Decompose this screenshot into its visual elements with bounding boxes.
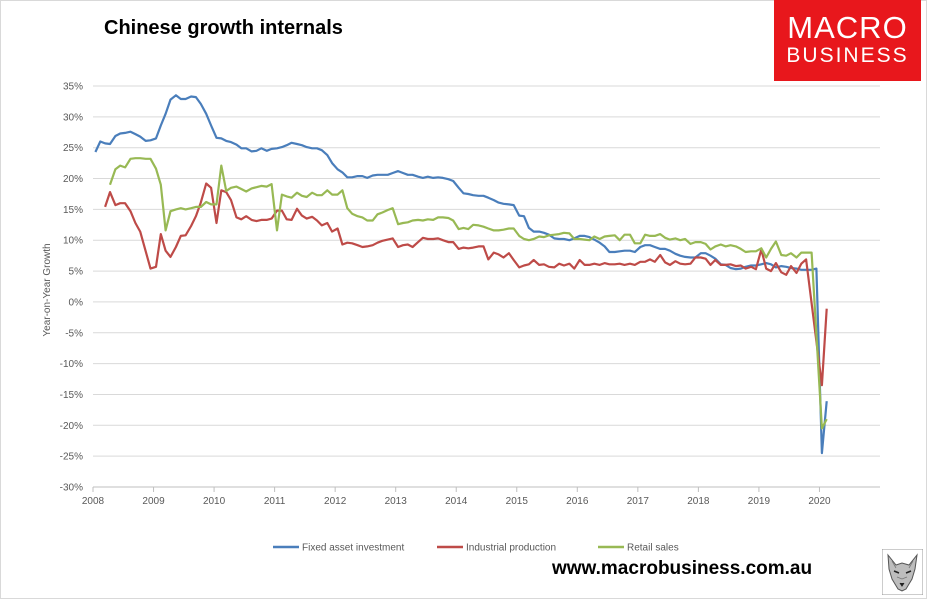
- x-tick-label: 2019: [748, 496, 771, 507]
- y-tick-label: -25%: [60, 452, 83, 463]
- y-tick-label: 25%: [63, 143, 83, 154]
- x-axis-ticks: 2008 2009 2010 2011 2012 2013 2014 2015 2016 2017…: [82, 486, 880, 507]
- legend-label: Industrial production: [466, 543, 556, 554]
- series-line-industrial-production: [104, 182, 828, 387]
- y-tick-label: 0%: [69, 297, 84, 308]
- y-tick-label: 20%: [63, 174, 83, 185]
- x-tick-label: 2012: [324, 496, 347, 507]
- series-line-retail-sales: [108, 157, 828, 430]
- x-tick-label: 2015: [506, 496, 529, 507]
- logo-line-macro: MACRO: [787, 10, 908, 45]
- x-tick-label: 2013: [385, 496, 408, 507]
- series-line-fixed-asset-investment: [94, 94, 828, 455]
- gridlines: [93, 85, 880, 488]
- y-tick-label: -20%: [60, 421, 83, 432]
- y-axis-title: Year-on-Year Growth: [42, 243, 53, 336]
- y-tick-label: 10%: [63, 236, 83, 247]
- y-axis-ticks: 35% 30% 25% 20% 15% 10% 5% 0% -5% -10% -15% -20% -25…: [60, 82, 83, 494]
- x-tick-label: 2008: [82, 496, 105, 507]
- x-tick-label: 2018: [687, 496, 710, 507]
- x-tick-label: 2011: [264, 496, 286, 507]
- legend-label: Fixed asset investment: [302, 543, 404, 554]
- y-tick-label: -30%: [60, 483, 83, 494]
- x-tick-label: 2010: [203, 496, 226, 507]
- macrobusiness-logo: MACRO BUSINESS: [774, 0, 921, 81]
- y-tick-label: -15%: [60, 390, 83, 401]
- x-tick-label: 2016: [566, 496, 589, 507]
- logo-line-business: BUSINESS: [786, 44, 909, 67]
- x-tick-label: 2020: [808, 496, 831, 507]
- y-tick-label: 35%: [63, 82, 83, 93]
- website-url: www.macrobusiness.com.au: [552, 558, 813, 579]
- x-tick-label: 2009: [142, 496, 165, 507]
- y-tick-label: 15%: [63, 205, 83, 216]
- y-tick-label: -10%: [60, 359, 83, 370]
- y-tick-label: 5%: [69, 267, 84, 278]
- y-tick-label: 30%: [63, 112, 83, 123]
- chart-title: Chinese growth internals: [104, 17, 343, 39]
- x-tick-label: 2017: [627, 496, 650, 507]
- series-lines: [94, 94, 828, 455]
- legend-label: Retail sales: [627, 543, 679, 554]
- fox-icon: [881, 548, 924, 596]
- x-tick-label: 2014: [445, 496, 468, 507]
- y-tick-label: -5%: [65, 328, 83, 339]
- legend: Fixed asset investment Industrial product…: [273, 543, 679, 554]
